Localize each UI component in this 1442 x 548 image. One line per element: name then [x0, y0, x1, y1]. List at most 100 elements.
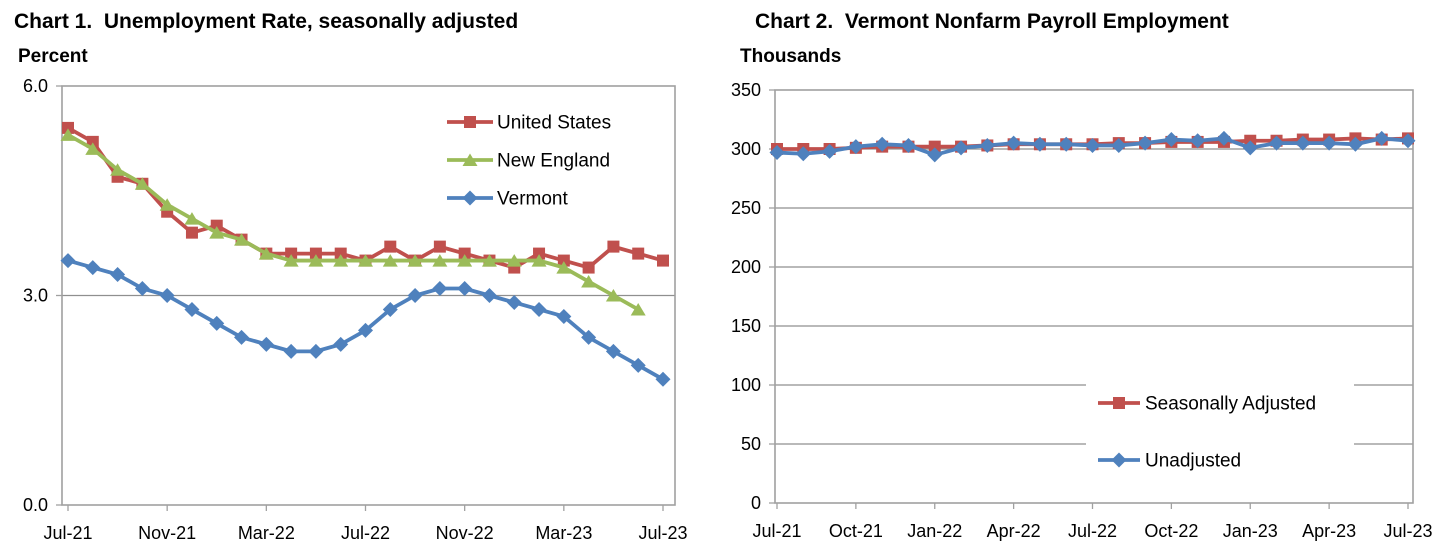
x-tick-label: Apr-22	[987, 521, 1041, 541]
legend-marker-seasonally-adjusted	[1113, 397, 1125, 409]
data-point-new-england	[581, 275, 597, 288]
data-point-vermont	[457, 281, 473, 297]
x-tick-label: Jan-22	[907, 521, 962, 541]
y-tick-label: 200	[731, 257, 761, 277]
data-point-vermont	[382, 301, 398, 317]
data-point-vermont	[134, 281, 150, 297]
data-point-vermont	[581, 329, 597, 345]
y-tick-label: 50	[741, 434, 761, 454]
data-point-new-england	[234, 233, 250, 246]
data-point-united-states	[210, 219, 223, 232]
plot-frame	[774, 89, 1414, 504]
data-point-unadjusted	[1032, 136, 1048, 152]
data-point-unadjusted	[1400, 133, 1416, 149]
data-point-new-england	[134, 177, 150, 190]
chart-2-nonfarm-payroll: Chart 2. Vermont Nonfarm Payroll Employm…	[720, 0, 1442, 548]
chart-1-unit-label: Percent	[18, 46, 88, 67]
data-point-unadjusted	[1374, 130, 1390, 146]
data-point-vermont	[308, 343, 324, 359]
data-point-vermont	[407, 288, 423, 303]
data-point-unadjusted	[822, 143, 838, 159]
data-point-unadjusted	[1347, 136, 1363, 152]
data-point-vermont	[556, 308, 572, 324]
data-point-united-states	[533, 247, 546, 260]
data-point-unadjusted	[769, 145, 785, 161]
data-point-unadjusted	[900, 137, 916, 153]
data-point-new-england	[159, 198, 175, 211]
x-tick-label: Jan-23	[1223, 521, 1278, 541]
data-point-unadjusted	[927, 147, 943, 163]
x-tick-label: Jul-22	[341, 523, 390, 543]
y-tick-label: 6.0	[23, 76, 48, 96]
data-point-vermont	[630, 357, 646, 373]
data-point-unadjusted	[1242, 140, 1258, 156]
x-tick-label: Jul-21	[43, 523, 92, 543]
data-point-vermont	[159, 288, 175, 303]
data-point-vermont	[333, 336, 349, 352]
data-point-new-england	[457, 254, 473, 267]
series-unadjusted	[769, 130, 1416, 163]
data-point-united-states	[334, 247, 347, 260]
data-point-unadjusted	[1137, 135, 1153, 151]
data-point-vermont	[85, 260, 101, 276]
data-point-vermont	[605, 343, 621, 359]
data-point-unadjusted	[979, 137, 995, 153]
data-point-united-states	[458, 247, 471, 260]
data-point-unadjusted	[848, 139, 864, 155]
data-point-united-states	[582, 261, 595, 274]
data-point-unadjusted	[1321, 135, 1337, 151]
x-tick-label: Oct-21	[829, 521, 883, 541]
legend-marker-united-states	[464, 116, 476, 128]
x-tick-label: Jul-23	[1383, 521, 1432, 541]
data-point-unadjusted	[1058, 136, 1074, 152]
data-point-new-england	[630, 302, 646, 316]
data-point-vermont	[432, 281, 448, 297]
chart-1-plot-area: 0.0 3.0 6.0 Jul-21 Nov-21 Mar-22 Jul-22 Nov-22 M…	[23, 76, 688, 543]
data-point-vermont	[481, 288, 497, 303]
series-new-england	[60, 128, 646, 316]
data-point-new-england	[85, 142, 101, 155]
chart-2-plot-area: 0 50 100 150 200 250 300 350 Jul-21 Oct-21 Jan-22 A…	[731, 80, 1433, 541]
data-point-united-states	[86, 135, 99, 148]
data-point-unadjusted	[1269, 135, 1285, 151]
data-point-new-england	[358, 254, 373, 267]
data-point-new-england	[506, 254, 522, 267]
data-point-vermont	[506, 294, 522, 310]
data-point-new-england	[209, 226, 225, 239]
series-vermont	[60, 253, 671, 387]
legend-label-unadjusted: Unadjusted	[1145, 451, 1241, 472]
data-point-vermont	[209, 315, 225, 331]
legend-item-seasonally-adjusted: Seasonally Adjusted	[1098, 394, 1316, 415]
data-point-new-england	[184, 212, 200, 225]
legend-label-united-states: United States	[497, 113, 611, 134]
chart-2-title: Chart 2. Vermont Nonfarm Payroll Employm…	[755, 10, 1229, 33]
x-tick-label: Mar-23	[535, 523, 592, 543]
y-tick-label: 3.0	[23, 286, 48, 306]
x-tick-label: Jul-23	[638, 523, 687, 543]
data-point-united-states	[62, 121, 74, 134]
legend-label-new-england: New England	[497, 151, 610, 172]
data-point-unadjusted	[1006, 135, 1022, 151]
legend-marker-new-england	[462, 153, 478, 166]
x-tick-label: Oct-22	[1144, 521, 1198, 541]
data-point-united-states	[607, 240, 620, 253]
data-point-new-england	[432, 254, 448, 267]
legend: United States New England Vermont	[447, 113, 611, 210]
data-point-unadjusted	[1190, 133, 1206, 149]
x-tick-label: Nov-21	[138, 523, 196, 543]
data-point-vermont	[258, 336, 274, 352]
data-point-seasonally-adjusted	[928, 140, 941, 153]
data-point-new-england	[283, 254, 299, 267]
y-tick-label: 350	[731, 80, 761, 100]
data-point-new-england	[605, 289, 621, 302]
y-tick-label: 150	[731, 316, 761, 336]
y-tick-label: 300	[731, 139, 761, 159]
data-point-vermont	[110, 267, 126, 283]
data-point-unadjusted	[1163, 132, 1179, 148]
data-point-new-england	[481, 254, 497, 267]
legend-marker-unadjusted	[1111, 452, 1127, 468]
x-tick-label: Apr-23	[1302, 521, 1356, 541]
legend-marker-vermont	[462, 190, 478, 206]
chart-1-unemployment-rate: Chart 1. Unemployment Rate, seasonally a…	[0, 0, 710, 548]
